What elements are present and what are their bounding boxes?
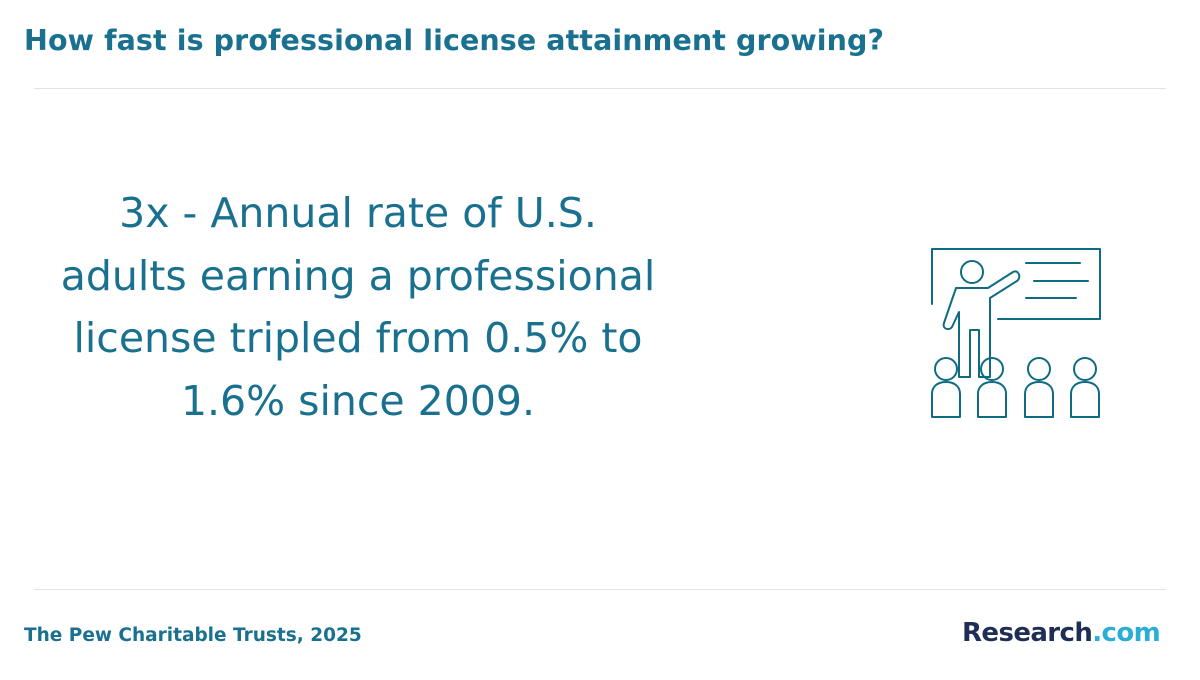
teacher-body <box>942 270 1021 378</box>
brand-word: Research <box>962 618 1093 648</box>
bottom-divider <box>34 589 1166 590</box>
student-body-4 <box>1070 381 1100 418</box>
brand-logo[interactable]: Research.com <box>962 618 1161 648</box>
board-outline <box>931 248 1101 320</box>
brand-tld: .com <box>1092 618 1161 648</box>
student-head-3 <box>1027 357 1051 381</box>
student-head-2 <box>980 357 1004 381</box>
teacher-head <box>960 260 984 284</box>
teacher-presenting-icon <box>931 248 1101 418</box>
student-body-3 <box>1024 381 1054 418</box>
top-divider <box>34 88 1166 89</box>
student-head-1 <box>934 357 958 381</box>
student-body-2 <box>977 381 1007 418</box>
source-credit: The Pew Charitable Trusts, 2025 <box>24 625 362 646</box>
stat-text: 3x - Annual rate of U.S. adults earning … <box>60 189 656 425</box>
page-title: How fast is professional license attainm… <box>24 24 885 57</box>
student-body-1 <box>931 381 961 418</box>
student-head-4 <box>1073 357 1097 381</box>
